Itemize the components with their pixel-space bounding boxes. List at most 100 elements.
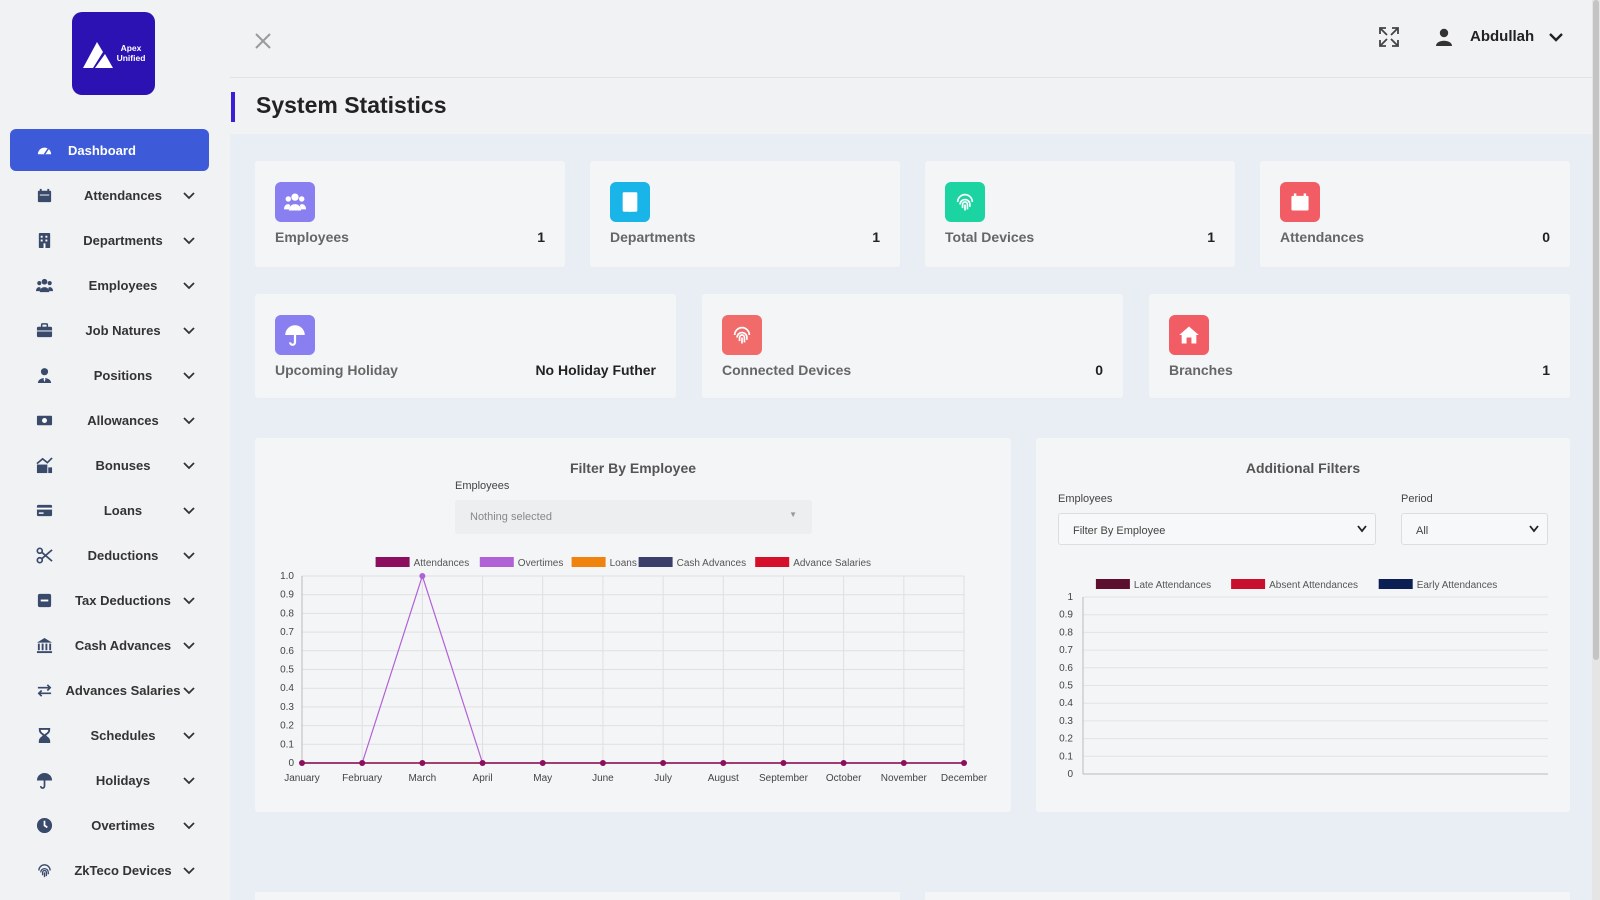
employee-filter-select[interactable]: Filter By Employee xyxy=(1058,513,1376,545)
sidebar-item-cash-advances[interactable]: Cash Advances xyxy=(10,624,209,666)
sidebar-item-job-natures[interactable]: Job Natures xyxy=(10,309,209,351)
sidebar-item-tax-deductions[interactable]: Tax Deductions xyxy=(10,579,209,621)
sidebar-item-label: Bonuses xyxy=(95,457,151,473)
sidebar-item-label: Departments xyxy=(83,232,163,248)
stat-value: 1 xyxy=(537,229,545,245)
chevron-down-icon[interactable] xyxy=(182,818,196,832)
logo-mark-icon xyxy=(83,42,113,68)
scissors-icon xyxy=(35,546,53,564)
legend-label: Attendances xyxy=(414,558,470,569)
chevron-down-icon[interactable] xyxy=(182,863,196,877)
y-tick-label: 0.8 xyxy=(1059,627,1073,638)
legend-label: Loans xyxy=(610,558,637,569)
stat-card-branches[interactable]: Branches 1 xyxy=(1149,294,1570,398)
scrollbar-thumb[interactable] xyxy=(1593,0,1599,660)
legend-item: Attendances xyxy=(375,557,470,569)
chevron-down-icon[interactable] xyxy=(182,503,196,517)
y-tick-label: 0.1 xyxy=(1059,751,1073,762)
page-scrollbar[interactable] xyxy=(1592,0,1600,900)
legend-swatch xyxy=(479,557,514,567)
stat-card-connected-devices[interactable]: Connected Devices 0 xyxy=(702,294,1123,398)
credit-card-icon xyxy=(35,501,53,519)
data-point xyxy=(660,760,667,766)
stat-card-total-devices[interactable]: Total Devices 1 xyxy=(925,161,1235,267)
close-icon[interactable] xyxy=(254,32,272,50)
chevron-down-icon[interactable] xyxy=(182,368,196,382)
additional-filters-panel: Additional Filters Employees Filter By E… xyxy=(1036,438,1570,812)
employees-select-value: Nothing selected xyxy=(470,511,552,523)
stat-card-upcoming-holiday[interactable]: Upcoming Holiday No Holiday Futher xyxy=(255,294,676,398)
x-tick-label: December xyxy=(941,773,988,784)
chevron-down-icon[interactable] xyxy=(182,773,196,787)
data-point xyxy=(900,760,907,766)
employees-select[interactable]: Nothing selected ▼ xyxy=(455,500,812,534)
bottom-card-right xyxy=(925,892,1570,900)
sidebar-item-label: Job Natures xyxy=(85,322,161,338)
sidebar-item-employees[interactable]: Employees xyxy=(10,264,209,306)
sidebar-item-deductions[interactable]: Deductions xyxy=(10,534,209,576)
sidebar-item-overtimes[interactable]: Overtimes xyxy=(10,804,209,846)
chevron-down-icon[interactable] xyxy=(182,683,196,697)
expand-icon[interactable] xyxy=(1378,26,1400,48)
data-point xyxy=(419,760,426,766)
chevron-down-icon[interactable] xyxy=(1548,30,1564,44)
y-tick-label: 0.6 xyxy=(1059,663,1073,674)
chevron-down-icon[interactable] xyxy=(182,323,196,337)
user-icon[interactable] xyxy=(1436,28,1452,46)
legend-label: Overtimes xyxy=(518,558,564,569)
sidebar-item-holidays[interactable]: Holidays xyxy=(10,759,209,801)
brand-logo[interactable]: Apex Unified xyxy=(72,12,155,95)
data-point xyxy=(599,760,606,766)
stat-label: Employees xyxy=(275,229,349,245)
y-tick-label: 0 xyxy=(1067,769,1073,780)
data-point xyxy=(961,760,967,766)
sidebar-item-positions[interactable]: Positions xyxy=(10,354,209,396)
legend-item: Absent Attendances xyxy=(1231,579,1358,591)
sidebar-item-departments[interactable]: Departments xyxy=(10,219,209,261)
sidebar-item-label: Loans xyxy=(103,502,143,518)
sidebar-item-label: Deductions xyxy=(87,547,159,563)
sidebar-item-label: Holidays xyxy=(95,772,151,788)
legend-item: Loans xyxy=(571,557,637,569)
chevron-down-icon[interactable] xyxy=(182,593,196,607)
user-menu-name[interactable]: Abdullah xyxy=(1470,28,1535,45)
chevron-down-icon[interactable] xyxy=(182,188,196,202)
money-bill-icon xyxy=(35,411,53,429)
period-select[interactable]: All xyxy=(1401,513,1548,545)
clock-icon xyxy=(35,816,53,834)
stat-card-departments[interactable]: Departments 1 xyxy=(590,161,900,267)
chevron-down-icon xyxy=(1357,525,1367,533)
chevron-down-icon[interactable] xyxy=(182,638,196,652)
chevron-down-icon[interactable] xyxy=(182,278,196,292)
period-value: All xyxy=(1416,525,1429,537)
bank-icon xyxy=(35,636,53,654)
stat-value: No Holiday Futher xyxy=(535,362,656,378)
legend-label: Cash Advances xyxy=(677,558,747,569)
x-tick-label: August xyxy=(708,773,739,784)
y-tick-label: 0.3 xyxy=(280,702,294,713)
sidebar-item-bonuses[interactable]: Bonuses xyxy=(10,444,209,486)
chevron-down-icon[interactable] xyxy=(182,728,196,742)
sidebar-item-loans[interactable]: Loans xyxy=(10,489,209,531)
chevron-down-icon[interactable] xyxy=(182,233,196,247)
stat-label: Departments xyxy=(610,229,696,245)
x-tick-label: January xyxy=(284,773,320,784)
chevron-down-icon[interactable] xyxy=(182,458,196,472)
sidebar-item-label: Employees xyxy=(88,277,158,293)
umbrella-icon xyxy=(35,771,53,789)
sidebar-item-schedules[interactable]: Schedules xyxy=(10,714,209,756)
sidebar-item-dashboard[interactable]: Dashboard xyxy=(10,129,209,171)
sidebar-item-allowances[interactable]: Allowances xyxy=(10,399,209,441)
sidebar-item-zkteco-devices[interactable]: ZkTeco Devices xyxy=(10,849,209,891)
chevron-down-icon[interactable] xyxy=(182,548,196,562)
user-tie-icon xyxy=(35,366,53,384)
stat-card-employees[interactable]: Employees 1 xyxy=(255,161,565,267)
stat-card-attendances[interactable]: Attendances 0 xyxy=(1260,161,1570,267)
monthly-line-chart: Attendances Overtimes Loans Cash Advances Ad… xyxy=(280,557,988,784)
chevron-down-icon[interactable] xyxy=(182,413,196,427)
sidebar-item-advances-salaries[interactable]: Advances Salaries xyxy=(10,669,209,711)
building-icon xyxy=(35,231,53,249)
employee-filter-value: Filter By Employee xyxy=(1073,525,1166,537)
sidebar-item-attendances[interactable]: Attendances xyxy=(10,174,209,216)
sidebar-item-label: Advances Salaries xyxy=(65,682,181,698)
